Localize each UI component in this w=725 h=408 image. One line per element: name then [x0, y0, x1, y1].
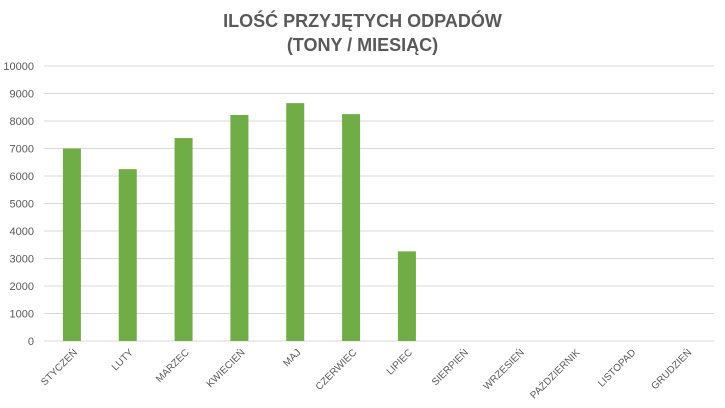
x-tick-label: STYCZEŃ	[38, 346, 80, 388]
chart-title-line-2: (TONY / MIESIĄC)	[286, 35, 439, 55]
y-tick-label: 7000	[10, 144, 34, 156]
x-tick-label: LUTY	[110, 347, 136, 373]
x-tick-label: MAJ	[281, 347, 303, 369]
y-tick-label: 0	[28, 336, 34, 348]
bars	[62, 103, 416, 341]
y-tick-label: 8000	[10, 116, 34, 128]
y-tick-label: 2000	[10, 281, 34, 293]
x-tick-label: SIERPIEŃ	[429, 346, 471, 388]
x-tick-label: LISTOPAD	[596, 347, 638, 389]
x-tick-label: GRUDZIEŃ	[648, 346, 694, 392]
bar	[286, 103, 305, 341]
y-axis-ticks: 0 1000 2000 3000 4000 5000 6000 7000 8000 9000 100…	[3, 61, 34, 348]
x-axis-ticks: STYCZEŃ LUTY MARZEC KWIECIEŃ MAJ CZERWIEC LIPI…	[38, 346, 694, 402]
y-tick-label: 1000	[10, 309, 34, 321]
x-tick-label: MARZEC	[154, 347, 192, 385]
y-tick-label: 10000	[3, 61, 34, 73]
bar	[230, 114, 249, 341]
y-tick-label: 6000	[10, 171, 34, 183]
y-tick-label: 9000	[10, 89, 34, 101]
y-tick-label: 5000	[10, 199, 34, 211]
bar	[397, 251, 416, 341]
y-tick-label: 4000	[10, 226, 34, 238]
x-tick-label: LIPIEC	[385, 347, 415, 377]
x-tick-label: CZERWIEC	[314, 347, 359, 392]
x-tick-label: KWIECIEŃ	[203, 346, 247, 390]
x-tick-label: PAŹDZIERNIK	[527, 346, 583, 402]
bar	[342, 114, 361, 341]
chart-title-line-1: ILOŚĆ PRZYJĘTYCH ODPADÓW	[223, 11, 502, 31]
bar	[118, 169, 137, 341]
bar	[62, 148, 81, 341]
x-tick-label: WRZESIEŃ	[480, 346, 527, 393]
bar	[174, 138, 193, 341]
y-tick-label: 3000	[10, 254, 34, 266]
gridlines	[44, 65, 714, 342]
